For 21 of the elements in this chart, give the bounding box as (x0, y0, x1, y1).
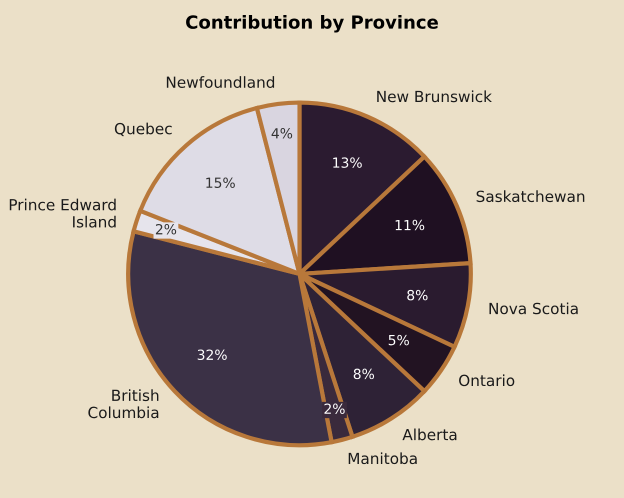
data-label: 8% (407, 290, 428, 300)
data-label: 2% (324, 403, 345, 414)
data-label: 4% (272, 128, 292, 139)
slice-label: Nova Scotia (489, 302, 578, 314)
slice-label: British Columbia (88, 389, 158, 418)
data-label: 5% (388, 334, 409, 346)
data-label: 15% (206, 177, 235, 188)
data-label: 32% (198, 350, 227, 360)
data-label: 8% (354, 368, 374, 380)
chart-title: Contribution by Province (186, 14, 438, 33)
slice-label: Alberta (402, 428, 456, 440)
slice-label: Quebec (114, 122, 172, 136)
data-label: 2% (156, 224, 176, 235)
slice-label: Saskatchewan (476, 190, 584, 202)
slice-label: Manitoba (348, 452, 417, 464)
slice-label: Newfoundland (166, 76, 274, 88)
slice-label: Prince Edward Island (10, 198, 116, 228)
data-label: 11% (396, 220, 424, 230)
slice-label: New Brunswick (377, 90, 492, 102)
slice-label: Ontario (459, 374, 514, 386)
data-label: 13% (333, 157, 362, 168)
